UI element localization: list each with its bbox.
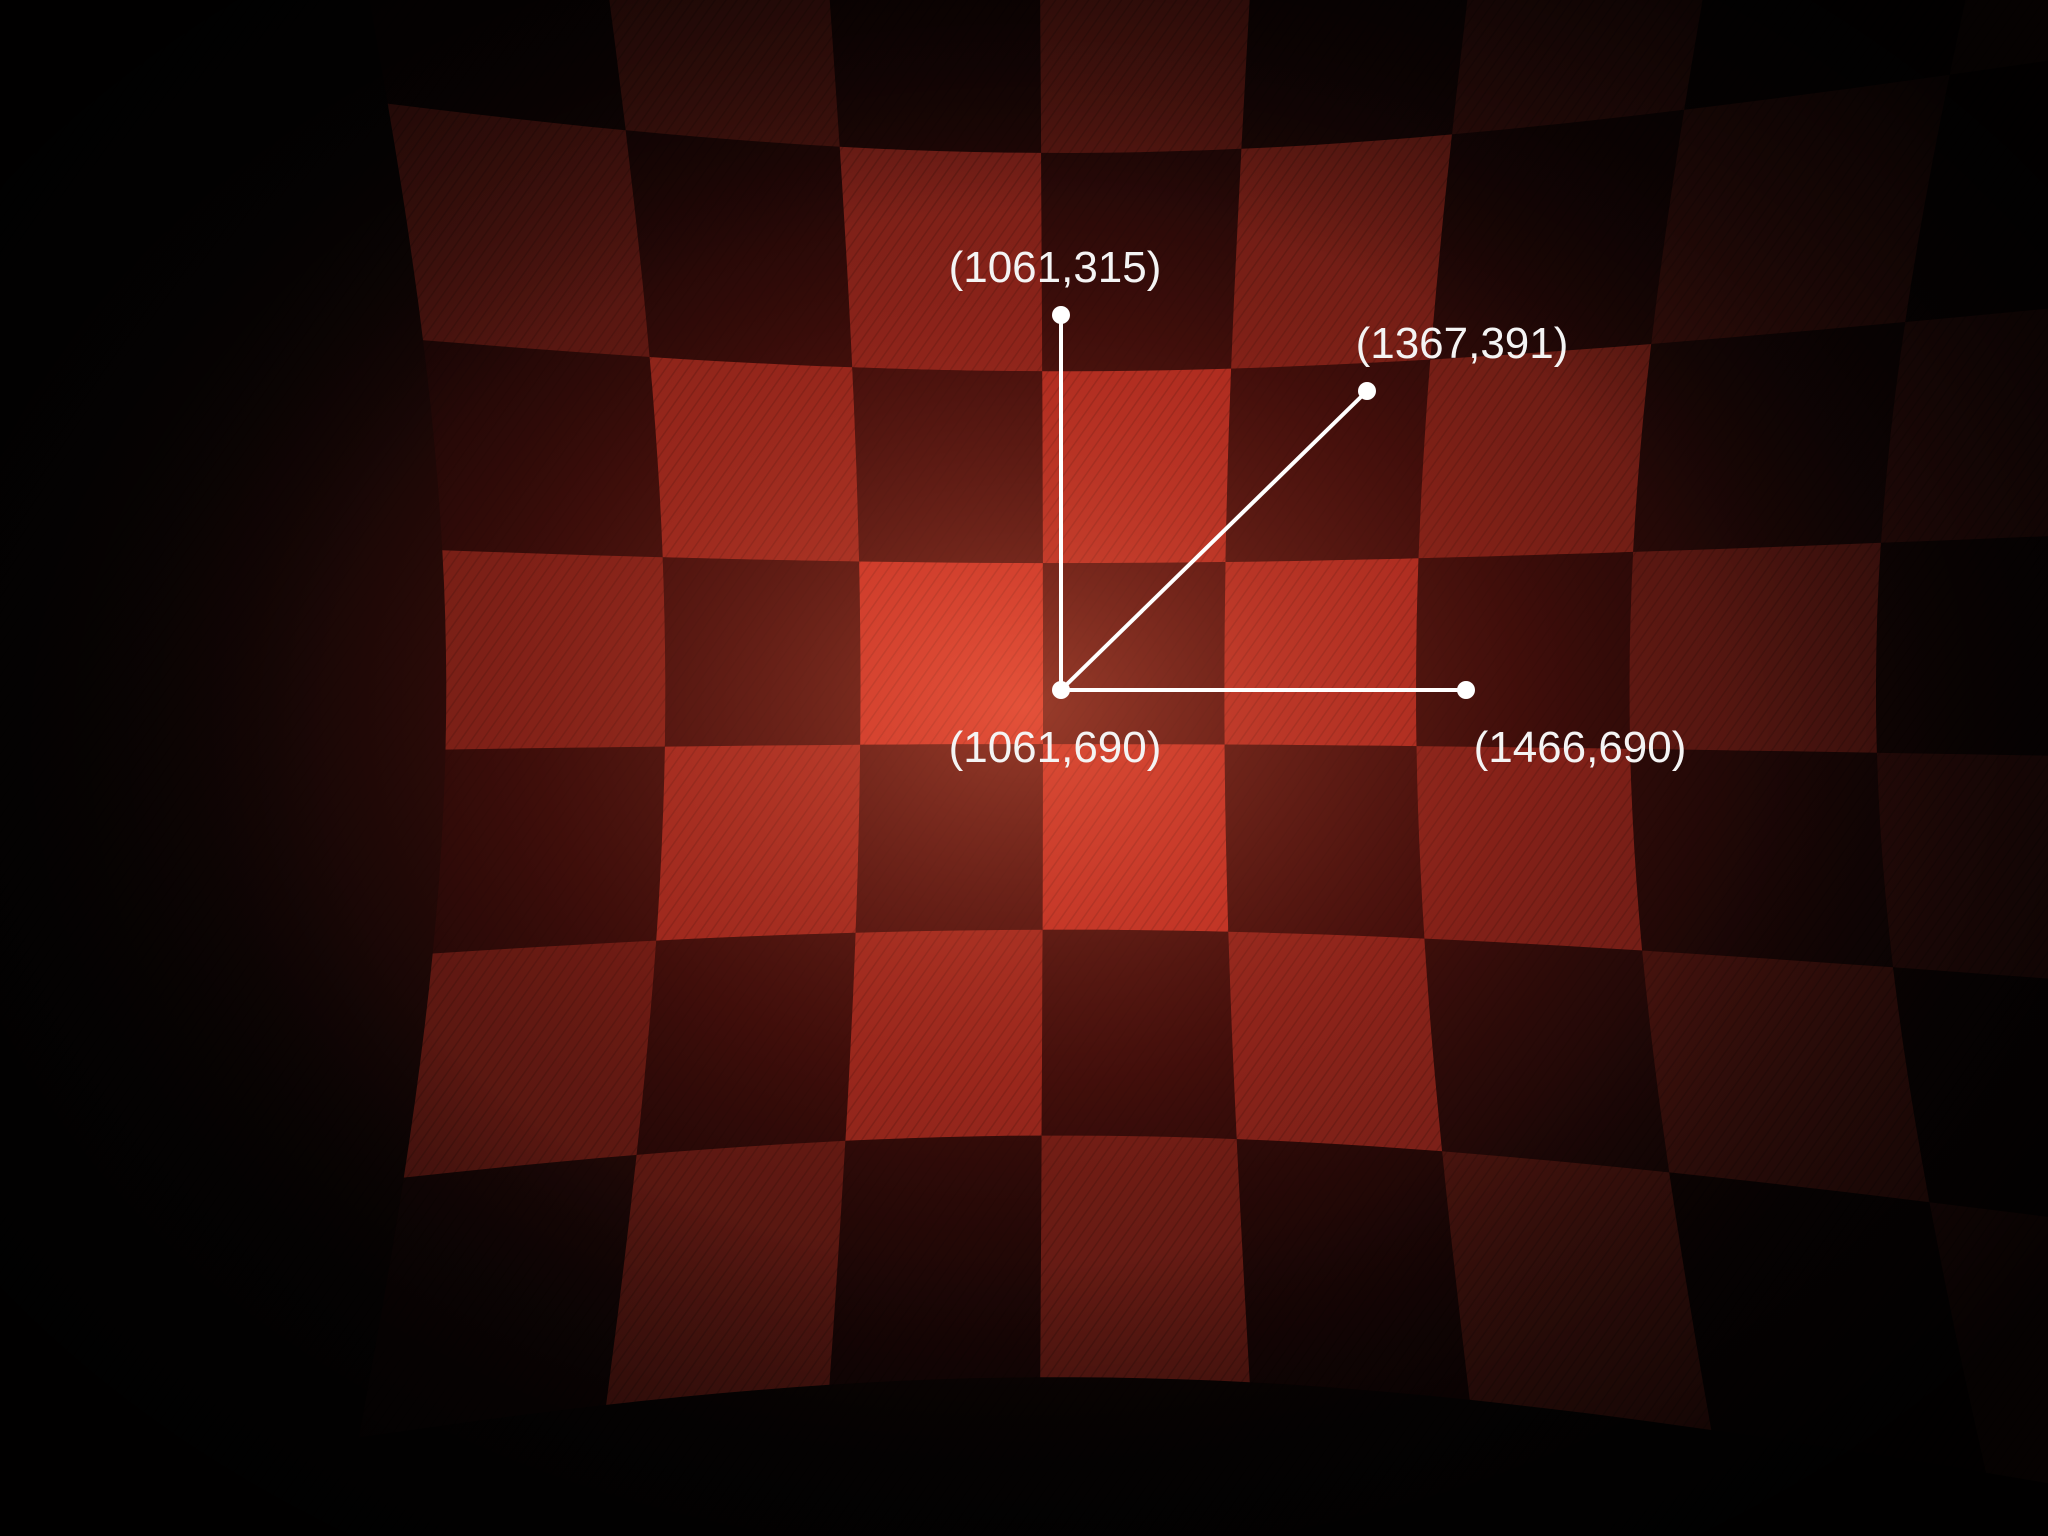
top-point: [1052, 306, 1070, 324]
origin-point: [1052, 681, 1070, 699]
right-point: [1457, 681, 1475, 699]
diagonal-point: [1358, 382, 1376, 400]
origin-point-label: (1061,690): [949, 723, 1162, 772]
diagonal-line: [1059, 389, 1369, 692]
coordinate-annotations: (1061,315) (1367,391) (1061,690) (1466,6…: [949, 243, 1687, 772]
diagonal-point-label: (1367,391): [1356, 319, 1569, 368]
top-point-label: (1061,315): [949, 243, 1162, 292]
right-point-label: (1466,690): [1474, 723, 1687, 772]
